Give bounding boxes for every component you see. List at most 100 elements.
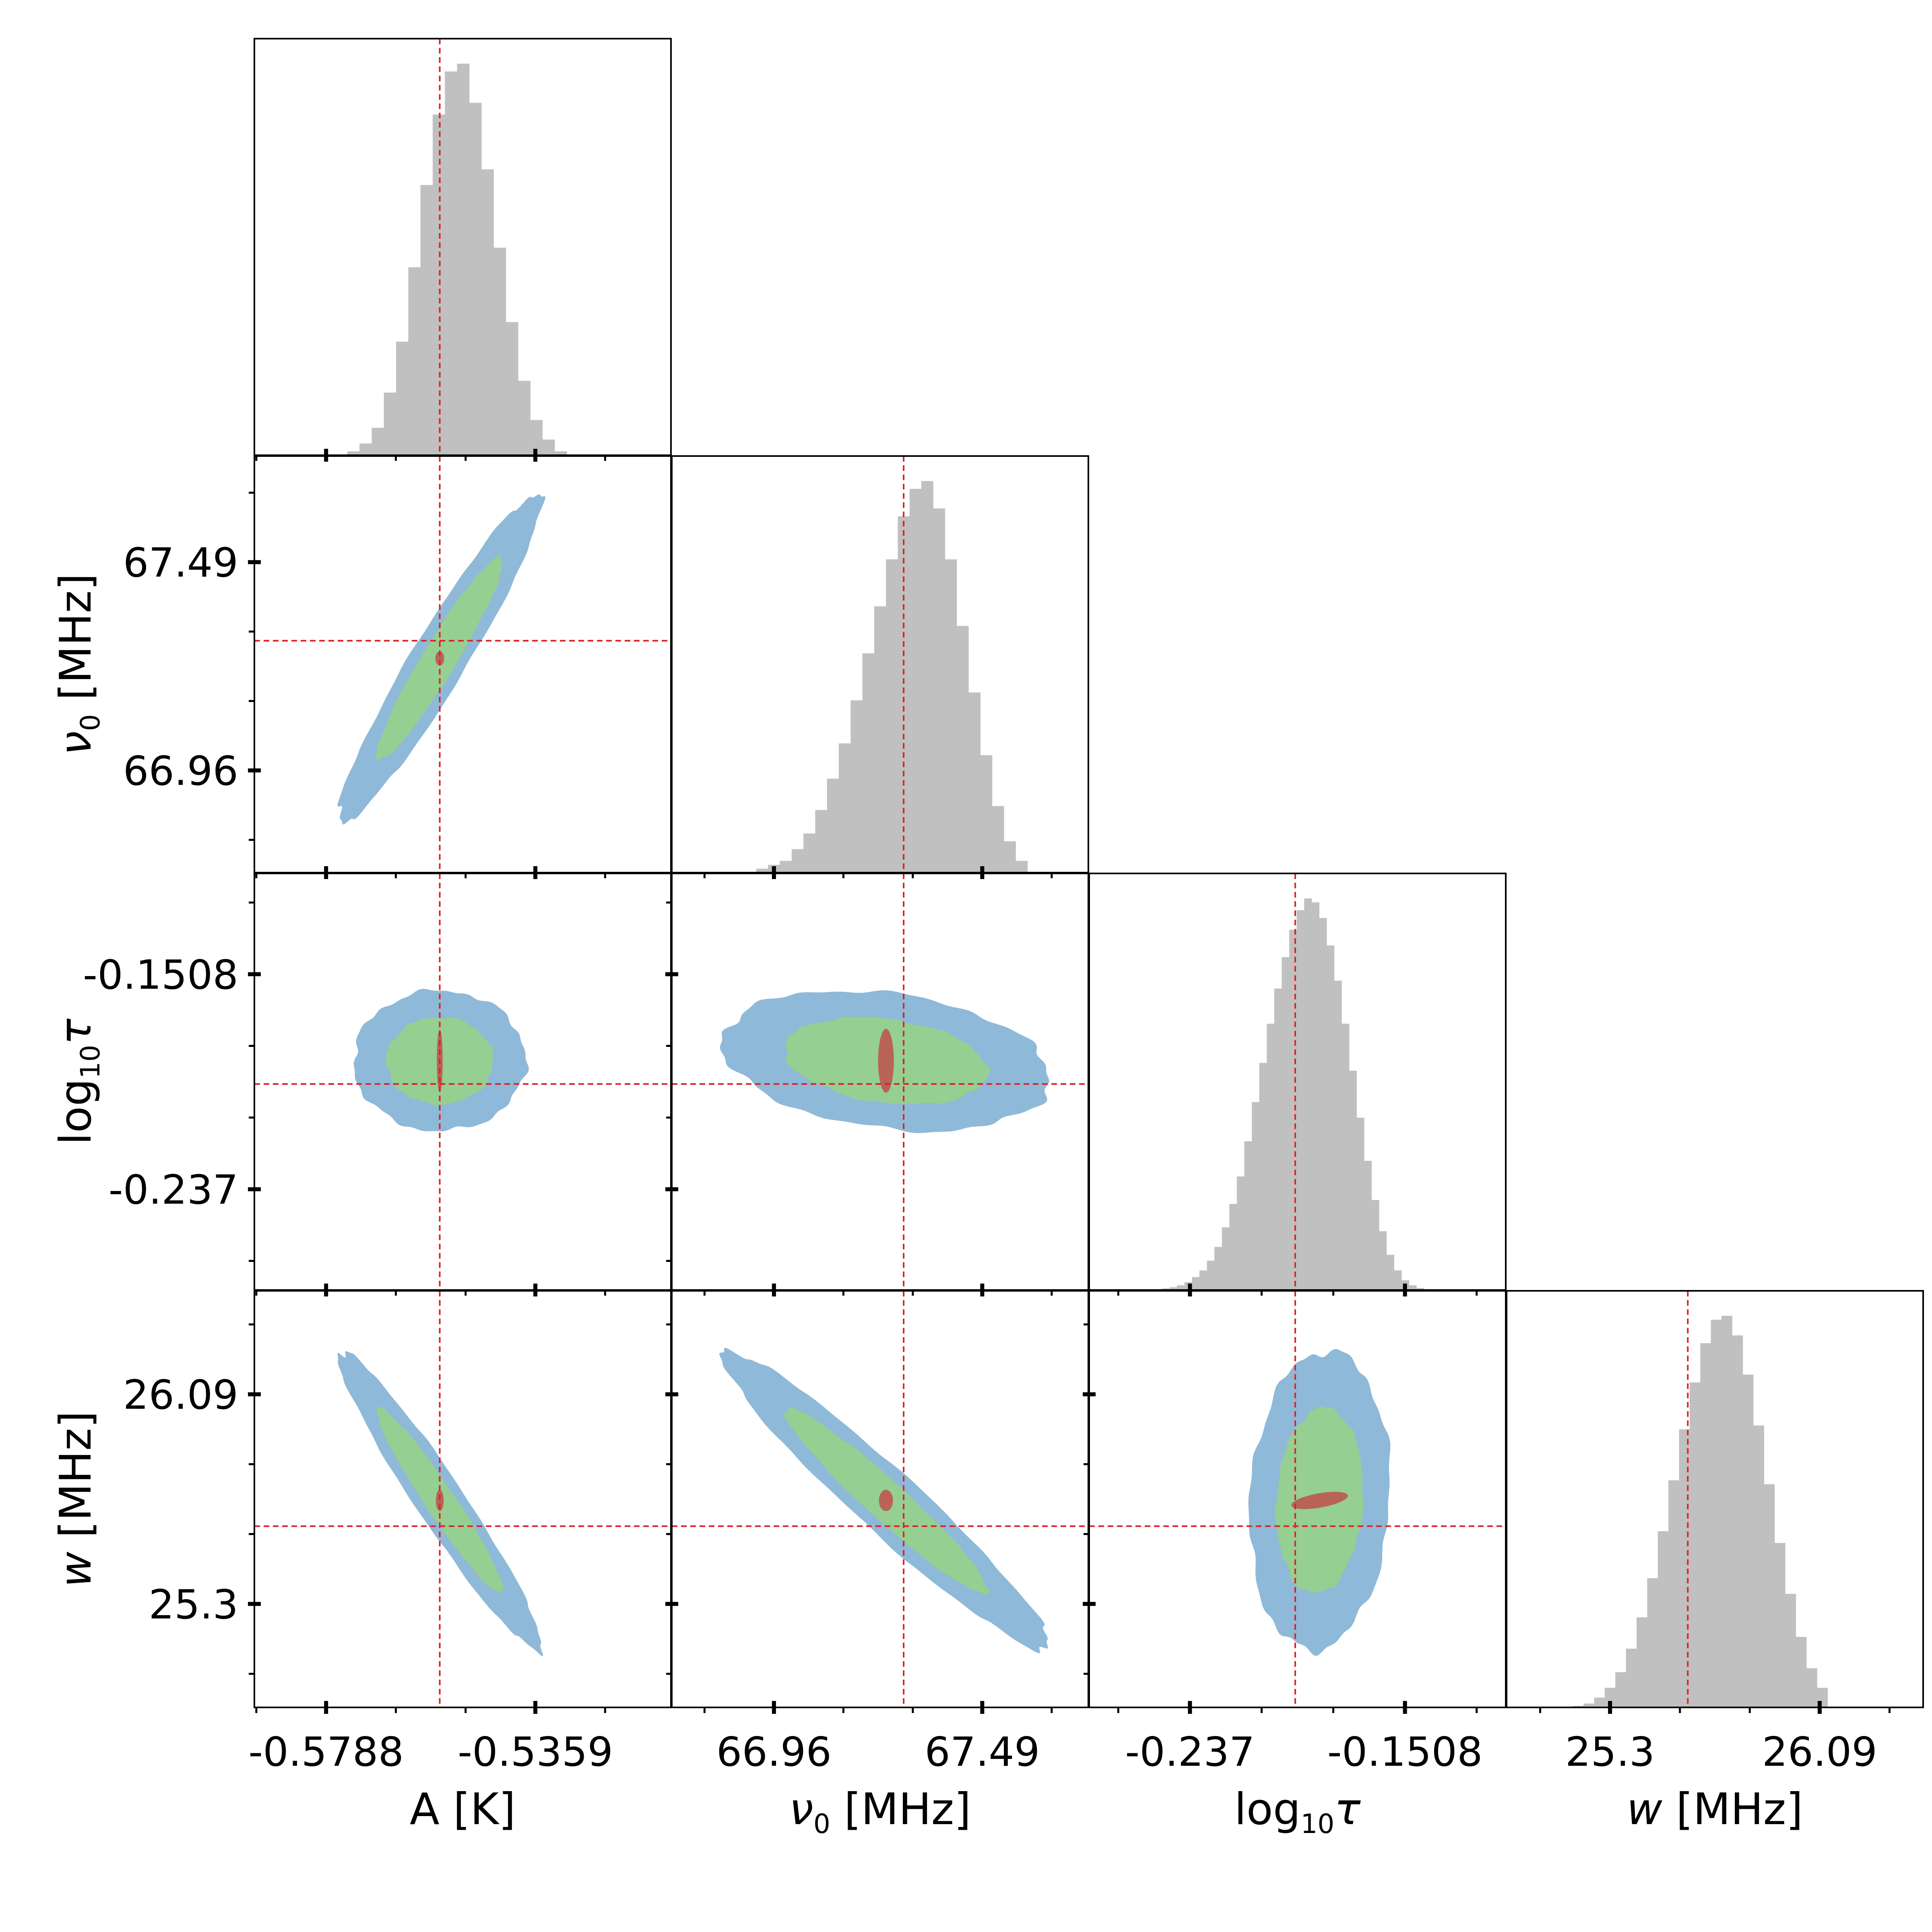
- histogram-bar: [945, 559, 957, 873]
- x-tick-label: 25.3: [1565, 1728, 1655, 1775]
- contour-core: [436, 1490, 444, 1511]
- histogram-bar: [1267, 1024, 1275, 1290]
- y-tick-label: 25.3: [149, 1581, 238, 1628]
- histogram-bar: [1334, 980, 1342, 1290]
- contour-logtau-w: [1248, 1349, 1391, 1656]
- x-axis-label-w: w [MHz]: [1627, 1784, 1803, 1835]
- histogram-bar: [1364, 1160, 1372, 1290]
- histogram-bar: [1668, 1480, 1680, 1707]
- histogram-bar: [1259, 1063, 1267, 1290]
- x-axis-label-logtau: log10τ: [1234, 1784, 1361, 1839]
- histogram-bar: [1016, 861, 1028, 873]
- y-axis-label-nu0: ν0 [MHz]: [51, 573, 106, 755]
- histogram-bar: [827, 778, 839, 873]
- histogram-bar: [1647, 1578, 1658, 1707]
- histogram-bar: [956, 626, 969, 873]
- x-axis-label-A: A [K]: [410, 1784, 516, 1835]
- histogram-bar: [554, 451, 567, 455]
- histogram-bar: [1796, 1637, 1807, 1707]
- label-part: [MHz]: [830, 1784, 971, 1835]
- histogram-bar: [506, 322, 518, 455]
- label-part: [MHz]: [51, 1411, 101, 1552]
- histogram-bar: [1252, 1102, 1260, 1290]
- label-part: log: [51, 1079, 101, 1145]
- histogram-bar: [1806, 1668, 1817, 1707]
- histogram-bar: [1244, 1141, 1252, 1290]
- contour-A-logtau: [353, 989, 529, 1131]
- histogram-bar: [542, 440, 555, 455]
- histogram-A: [347, 64, 567, 456]
- histogram-bar: [1742, 1375, 1754, 1707]
- histogram-bar: [1774, 1543, 1785, 1707]
- label-part: w: [1627, 1784, 1662, 1835]
- histogram-bar: [1416, 1288, 1424, 1290]
- contour-core: [435, 651, 444, 666]
- histogram-bar: [1409, 1285, 1417, 1290]
- histogram-bar: [1207, 1261, 1215, 1290]
- histogram-bar: [1296, 910, 1305, 1290]
- histogram-bar: [909, 489, 922, 873]
- histogram-bar: [432, 114, 445, 455]
- x-tick-label: -0.5359: [458, 1728, 613, 1775]
- histogram-bar: [1349, 1071, 1357, 1290]
- contour-nu0-w: [719, 1348, 1048, 1653]
- histogram-bar: [384, 392, 396, 455]
- label-part: [MHz]: [1662, 1784, 1803, 1835]
- x-tick-label: -0.237: [1125, 1728, 1255, 1775]
- y-tick-label: 67.49: [123, 539, 238, 586]
- histogram-bar: [1222, 1227, 1230, 1290]
- histogram-bar: [408, 267, 421, 455]
- histogram-bar: [1371, 1200, 1379, 1290]
- histogram-bar: [803, 833, 815, 873]
- label-part: 0: [75, 714, 106, 731]
- histogram-bar: [1192, 1277, 1200, 1290]
- y-tick-label: 66.96: [123, 747, 238, 795]
- histogram-bar: [1637, 1617, 1647, 1707]
- label-part: ν: [51, 731, 101, 755]
- histogram-bar: [1304, 898, 1312, 1290]
- histogram-bar: [1282, 957, 1290, 1290]
- histogram-bar: [1689, 1382, 1701, 1707]
- y-tick-label: 26.09: [123, 1371, 238, 1418]
- contour-nu0-logtau: [720, 990, 1049, 1133]
- contour-core: [878, 1029, 894, 1093]
- histogram-bar: [838, 743, 851, 873]
- x-tick-label: 66.96: [716, 1728, 832, 1775]
- histogram-bar: [1319, 918, 1327, 1290]
- histogram-bar: [1327, 945, 1335, 1290]
- label-part: w: [51, 1552, 101, 1587]
- x-tick-label: 26.09: [1762, 1728, 1877, 1775]
- histogram-bar: [1700, 1343, 1711, 1707]
- histogram-bar: [1679, 1429, 1690, 1707]
- histogram-bar: [1732, 1335, 1743, 1707]
- histogram-bar: [1753, 1425, 1764, 1707]
- histogram-bar: [1379, 1231, 1387, 1290]
- histogram-bar: [420, 185, 433, 456]
- histogram-bar: [1785, 1593, 1796, 1707]
- histogram-bar: [933, 508, 945, 873]
- label-part: [MHz]: [51, 573, 101, 714]
- label-part: 10: [1300, 1808, 1334, 1839]
- histogram-bar: [874, 606, 886, 873]
- histogram-bar: [850, 700, 863, 873]
- x-tick-label: -0.5788: [248, 1728, 404, 1775]
- histogram-bar: [791, 849, 804, 873]
- histogram-bar: [372, 427, 384, 455]
- histogram-bar: [1657, 1531, 1669, 1707]
- histogram-bar: [1626, 1649, 1637, 1707]
- y-axis-label-w: w [MHz]: [51, 1411, 101, 1587]
- panel-frame: [1506, 1290, 1924, 1708]
- histogram-logtau: [1154, 898, 1424, 1290]
- histogram-bar: [481, 169, 494, 456]
- histogram-bar: [1004, 841, 1016, 873]
- histogram-bar: [1386, 1255, 1394, 1290]
- histogram-bar: [1764, 1484, 1775, 1707]
- histogram-bar: [921, 481, 933, 873]
- y-tick-label: -0.237: [109, 1166, 238, 1214]
- histogram-bar: [1177, 1285, 1185, 1290]
- histogram-bar: [992, 806, 1004, 873]
- histogram-bar: [1311, 902, 1319, 1290]
- histogram-bar: [1199, 1270, 1208, 1290]
- histogram-bar: [1394, 1270, 1402, 1290]
